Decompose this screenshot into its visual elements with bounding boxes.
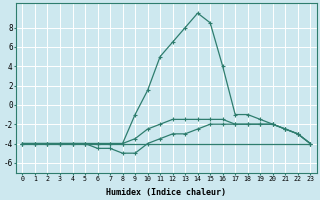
X-axis label: Humidex (Indice chaleur): Humidex (Indice chaleur) — [106, 188, 226, 197]
